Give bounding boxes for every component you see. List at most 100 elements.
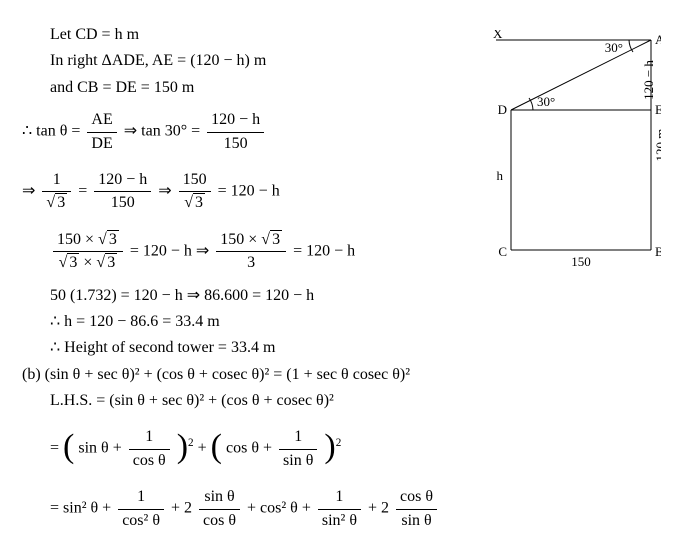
line-11: L.H.S. = (sin θ + sec θ)² + (cos θ + cos…	[50, 390, 491, 412]
den: 3	[179, 192, 211, 214]
line-10: (b) (sin θ + sec θ)² + (cos θ + cosec θ)…	[22, 364, 491, 386]
sq: 2	[336, 438, 342, 450]
t: 150 ×	[220, 231, 261, 248]
svg-text:C: C	[498, 244, 507, 259]
frac-sin-cos: sin θ cos θ	[199, 486, 240, 532]
num: 1	[129, 426, 170, 449]
den: cos θ	[129, 450, 170, 472]
line-5: ⇒ 1 3 = 120 − h 150 ⇒ 150 3 = 120 − h	[22, 169, 491, 215]
rparen-icon: )	[177, 430, 188, 464]
line-1: Let CD = h m	[50, 24, 491, 46]
term-b: cos θ +	[226, 440, 276, 457]
eq: = 120 − h ⇒	[130, 242, 213, 259]
t: + 2	[368, 500, 393, 517]
den: sin² θ	[318, 510, 361, 532]
den: sin θ	[396, 510, 437, 532]
t: + 2	[171, 500, 196, 517]
svg-text:X: X	[493, 30, 503, 41]
math-column: Let CD = h m In right ΔADE, AE = (120 − …	[50, 20, 491, 536]
arrow2: ⇒	[158, 183, 175, 200]
rhs: = 120 − h	[293, 242, 355, 259]
lparen-icon: (	[63, 430, 74, 464]
num: 150 × 3	[216, 229, 286, 252]
l4-mid: ⇒ tan 30° =	[124, 123, 204, 140]
plus: +	[198, 440, 211, 457]
num: cos θ	[396, 486, 437, 509]
frac-1-sqrt3: 1 3	[42, 169, 71, 215]
term-a: sin θ +	[78, 440, 125, 457]
sq: 2	[188, 438, 194, 450]
svg-text:30°: 30°	[605, 40, 623, 55]
sqrt: 3	[67, 253, 79, 271]
num: 120 − h	[207, 109, 264, 132]
svg-text:120 − h: 120 − h	[641, 60, 656, 100]
line-7: 50 (1.732) = 120 − h ⇒ 86.600 = 120 − h	[50, 285, 491, 307]
den: DE	[87, 133, 116, 155]
den: cos θ	[199, 510, 240, 532]
frac-1-sin: 1 sin θ	[279, 426, 317, 472]
content-row: Let CD = h m In right ΔADE, AE = (120 − …	[50, 20, 671, 536]
num: 1	[279, 426, 317, 449]
sqrt: 3	[270, 230, 282, 248]
num: 1	[318, 486, 361, 509]
frac-1-cos2: 1 cos² θ	[118, 486, 164, 532]
svg-text:h: h	[497, 168, 504, 183]
t: 150 ×	[57, 231, 98, 248]
svg-text:30°: 30°	[537, 94, 555, 109]
sqrt: 3	[193, 193, 205, 211]
line-4: ∴ tan θ = AE DE ⇒ tan 30° = 120 − h 150	[22, 109, 491, 155]
num: 1	[42, 169, 71, 192]
den: 3 × 3	[53, 252, 123, 274]
part-label: (b)	[22, 366, 45, 383]
lparen-icon: (	[211, 430, 222, 464]
svg-text:E: E	[655, 102, 661, 117]
sqrt: 3	[107, 230, 119, 248]
line-9: ∴ Height of second tower = 33.4 m	[50, 337, 491, 359]
num: AE	[87, 109, 116, 132]
frac-ae-de: AE DE	[87, 109, 116, 155]
identity: (sin θ + sec θ)² + (cos θ + cosec θ)² = …	[45, 366, 410, 383]
den: sin θ	[279, 450, 317, 472]
line-6: 150 × 3 3 × 3 = 120 − h ⇒ 150 × 3 3 = 12…	[50, 229, 491, 275]
geometry-diagram: X A E D B C 30° 30° 120 m 120 − h h 150	[491, 30, 661, 280]
line-2: In right ΔADE, AE = (120 − h) m	[50, 50, 491, 72]
num: sin θ	[199, 486, 240, 509]
line-8: ∴ h = 120 − 86.6 = 33.4 m	[50, 311, 491, 333]
diagram-column: X A E D B C 30° 30° 120 m 120 − h h 150	[491, 20, 671, 280]
sqrt: 3	[55, 193, 67, 211]
frac-rationalized: 150 × 3 3	[216, 229, 286, 275]
num: 150 × 3	[53, 229, 123, 252]
frac-cos-sin: cos θ sin θ	[396, 486, 437, 532]
svg-text:A: A	[655, 32, 661, 47]
den: cos² θ	[118, 510, 164, 532]
frac-150-sqrt3: 150 3	[179, 169, 211, 215]
frac-1-sin2: 1 sin² θ	[318, 486, 361, 532]
rhs: = 120 − h	[218, 183, 280, 200]
num: 150	[179, 169, 211, 192]
den: 150	[94, 192, 151, 214]
frac-1-cos: 1 cos θ	[129, 426, 170, 472]
frac-rationalize: 150 × 3 3 × 3	[53, 229, 123, 275]
den: 3	[42, 192, 71, 214]
rparen-icon: )	[324, 430, 335, 464]
t: + cos² θ +	[247, 500, 315, 517]
line-12: = ( sin θ + 1 cos θ )2 + ( cos θ + 1 sin…	[50, 426, 491, 472]
line-3: and CB = DE = 150 m	[50, 77, 491, 99]
sqrt: 3	[105, 253, 117, 271]
t: ×	[79, 254, 96, 271]
den: 3	[216, 252, 286, 274]
num: 1	[118, 486, 164, 509]
eq: =	[78, 183, 91, 200]
line-13: = sin² θ + 1 cos² θ + 2 sin θ cos θ + co…	[50, 486, 491, 532]
frac-120h-150b: 120 − h 150	[94, 169, 151, 215]
l4-pre: ∴ tan θ =	[22, 123, 84, 140]
arrow: ⇒	[22, 183, 39, 200]
svg-text:B: B	[655, 244, 661, 259]
frac-120h-150: 120 − h 150	[207, 109, 264, 155]
t: = sin² θ +	[50, 500, 115, 517]
svg-text:120 m: 120 m	[653, 129, 661, 162]
svg-text:150: 150	[571, 254, 591, 269]
den: 150	[207, 133, 264, 155]
num: 120 − h	[94, 169, 151, 192]
svg-text:D: D	[498, 102, 507, 117]
